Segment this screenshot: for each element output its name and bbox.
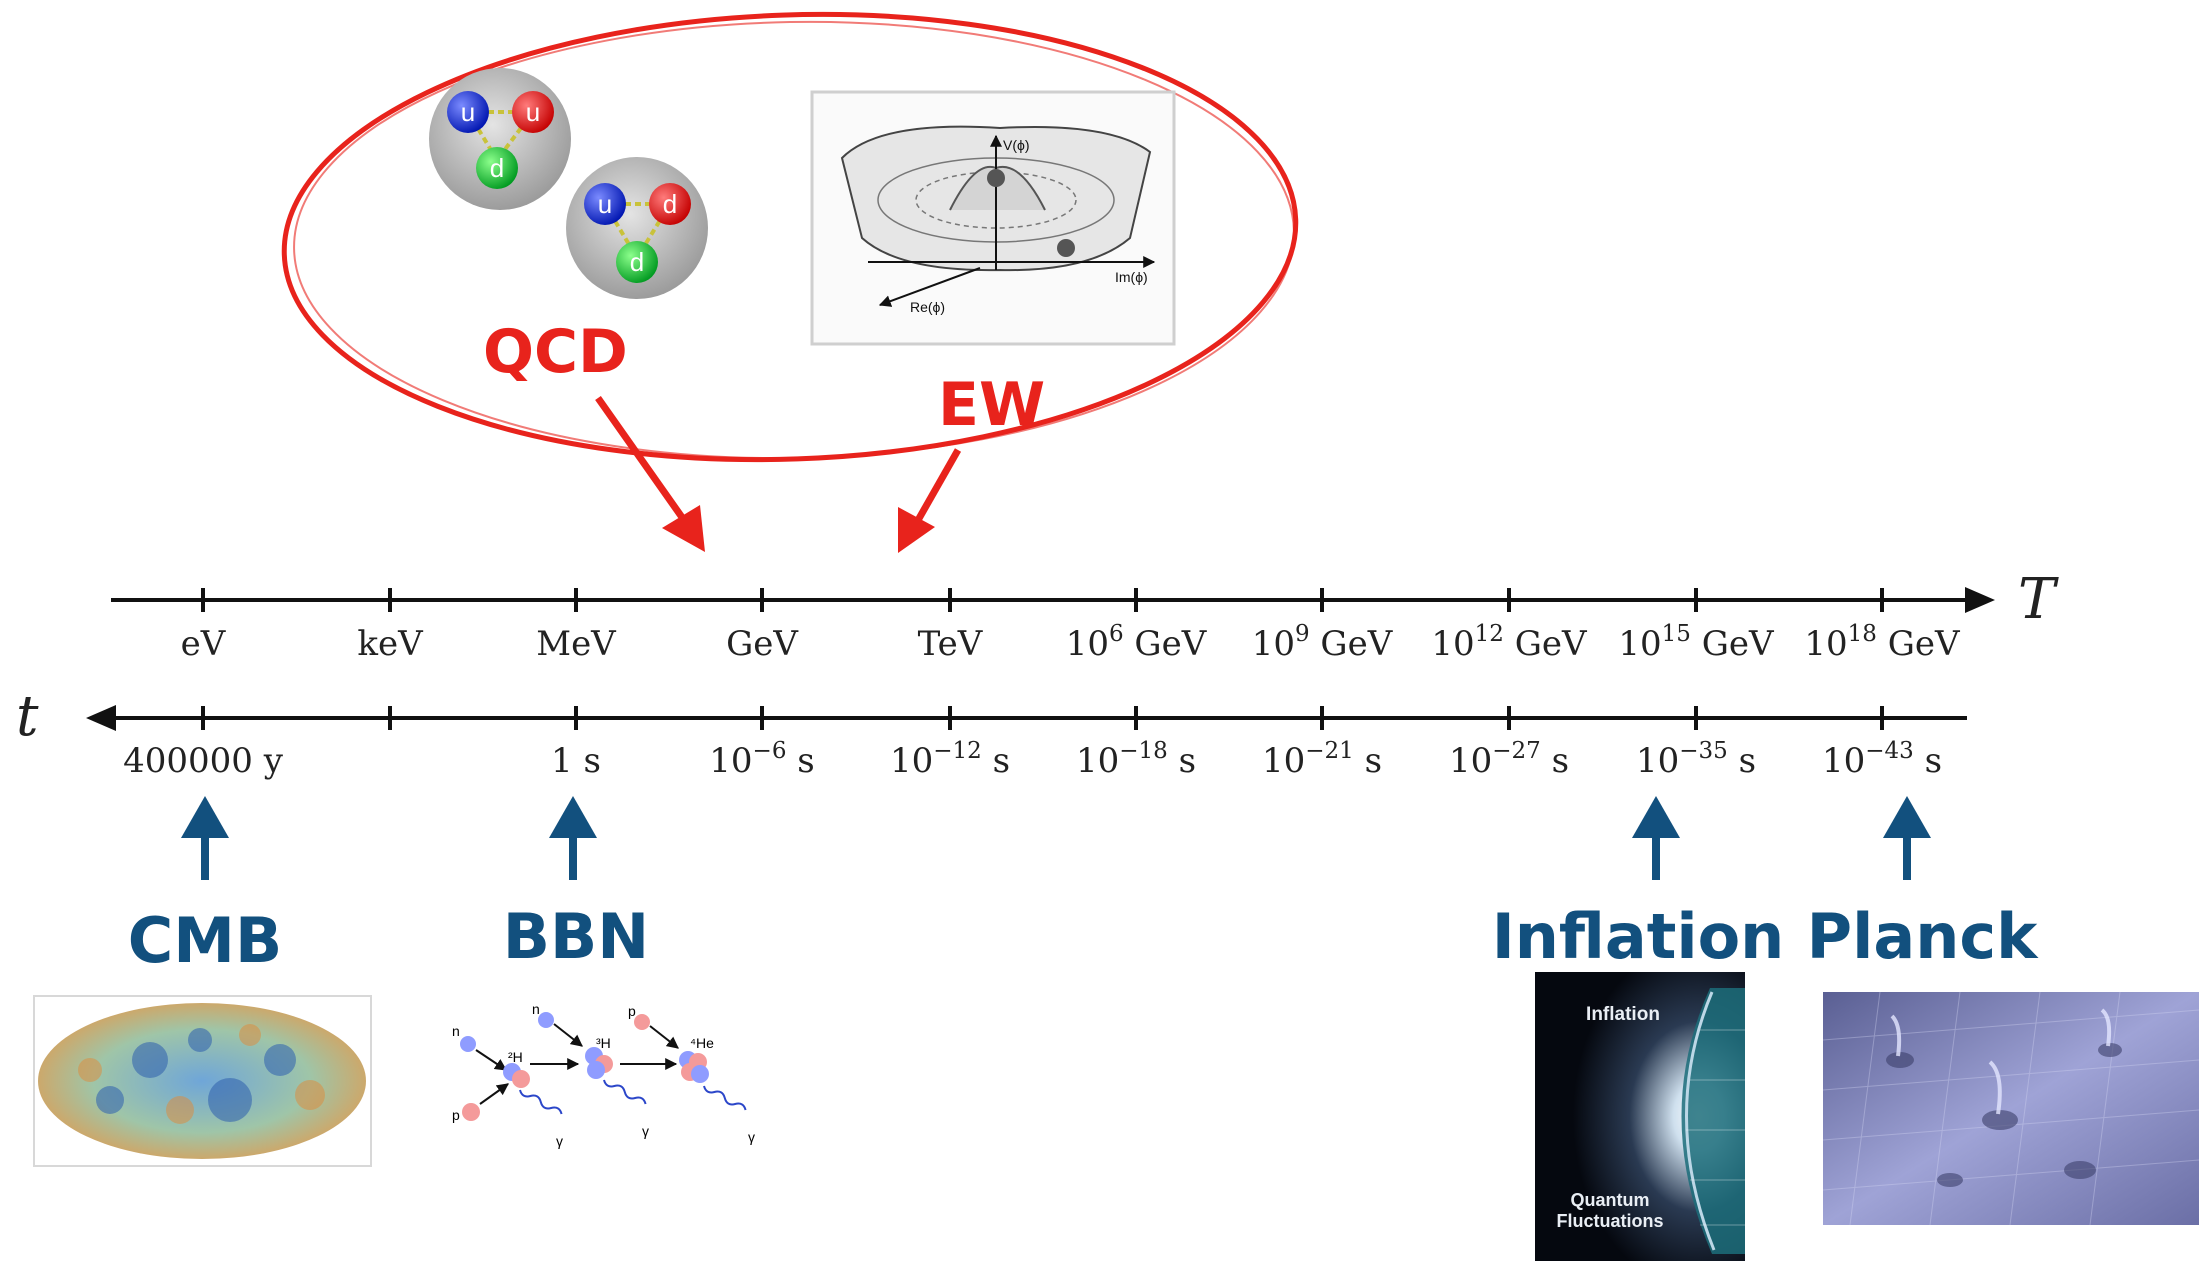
qcd-arrow [595, 395, 705, 552]
time-axis: t 400000 y 1 s 10−6 s 10−12 s 10−18 s 10−21 s… [16, 684, 1967, 781]
potential-v-label: V(ϕ) [1003, 137, 1030, 153]
planck-foam-image [1822, 991, 2200, 1226]
bbn-text: ²H [508, 1049, 523, 1065]
bbn-text: ³H [596, 1035, 611, 1051]
inflation-image: Inflation Quantum Fluctuations [1535, 972, 1745, 1261]
potential-im-label: Im(ϕ) [1115, 269, 1148, 285]
inflation-image-top: Inflation [1586, 1004, 1660, 1025]
ew-arrow [898, 448, 962, 553]
planck-arrow [1883, 796, 1931, 880]
bbn-text: γ [556, 1133, 563, 1149]
potential-re-label: Re(ϕ) [910, 299, 945, 315]
quark-label: d [490, 153, 504, 183]
bbn-text: p [628, 1003, 636, 1019]
temperature-tick-label: 1012 GeV [1431, 621, 1588, 664]
cmb-arrow [181, 796, 229, 880]
time-tick-label: 400000 y [123, 741, 284, 781]
bbn-text: n [452, 1023, 460, 1039]
temperature-axis-label: T [2018, 567, 2059, 632]
quark-up-blue [447, 91, 489, 133]
bbn-text: n [532, 1001, 540, 1017]
temperature-tick-label: GeV [726, 624, 799, 664]
inflation-label: Inflation [1492, 900, 1785, 973]
inflation-image-bottom-1: Quantum [1571, 1190, 1650, 1210]
epoch-arrows [181, 796, 1931, 880]
bbn-reaction-1: n ²H p γ [452, 1023, 563, 1149]
temperature-tick-label: 109 GeV [1252, 621, 1394, 664]
bbn-diagram-image: n ²H p γ n ³H γ p ⁴He γ [452, 1001, 755, 1149]
phase-transition-ellipse-sketch [293, 20, 1295, 460]
time-tick-label: 1 s [551, 741, 601, 781]
inflation-image-bottom-2: Fluctuations [1557, 1211, 1664, 1231]
time-tick-label: 10−21 s [1262, 738, 1382, 781]
bbn-text: γ [642, 1123, 649, 1139]
temperature-tick-label: 106 GeV [1066, 621, 1208, 664]
temperature-tick-label: eV [181, 624, 227, 664]
cmb-label: CMB [128, 904, 282, 977]
bbn-text: γ [748, 1129, 755, 1145]
quark-label: d [630, 247, 644, 277]
quark-up-blue [584, 183, 626, 225]
quark-label: u [461, 97, 475, 127]
quark-down-red [649, 183, 691, 225]
quark-down-green [476, 147, 518, 189]
temperature-tick-label: TeV [918, 624, 984, 664]
proton-icon: u u d [429, 68, 571, 210]
time-tick-label: 10−27 s [1449, 738, 1569, 781]
neutron-icon: u d d [566, 157, 708, 299]
quark-label: u [526, 97, 540, 127]
qcd-label: QCD [483, 317, 628, 387]
temperature-tick-label: MeV [536, 624, 617, 664]
phase-transition-group: u u d u d d V(ϕ) Im(ϕ [281, 11, 1299, 553]
temperature-tick-label: keV [357, 624, 424, 664]
quark-label: u [598, 189, 612, 219]
inflation-arrow [1632, 796, 1680, 880]
quark-label: d [663, 189, 677, 219]
temperature-axis: T eV keV MeV GeV TeV 106 GeV 109 GeV 1012 GeV 10… [111, 567, 2059, 664]
temperature-tick-label: 1018 GeV [1804, 621, 1961, 664]
time-tick-label: 10−35 s [1636, 738, 1756, 781]
bbn-reaction-2: n ³H γ [532, 1001, 649, 1139]
time-tick-label: 10−18 s [1076, 738, 1196, 781]
planck-label: Planck [1807, 900, 2039, 973]
bbn-arrow [549, 796, 597, 880]
higgs-potential-image: V(ϕ) Im(ϕ) Re(ϕ) [810, 90, 1176, 346]
ew-label: EW [938, 370, 1045, 440]
cmb-map-image [33, 995, 372, 1167]
bbn-text: ⁴He [690, 1035, 714, 1051]
time-tick-label: 10−43 s [1822, 738, 1942, 781]
time-tick-label: 10−6 s [709, 738, 814, 781]
time-tick-label: 10−12 s [890, 738, 1010, 781]
quark-up-red [512, 91, 554, 133]
bbn-text: p [452, 1107, 460, 1123]
time-axis-label: t [16, 684, 39, 749]
bbn-reaction-3: p ⁴He γ [628, 1003, 755, 1145]
bbn-label: BBN [503, 900, 649, 973]
quark-down-green [616, 241, 658, 283]
temperature-tick-label: 1015 GeV [1618, 621, 1775, 664]
